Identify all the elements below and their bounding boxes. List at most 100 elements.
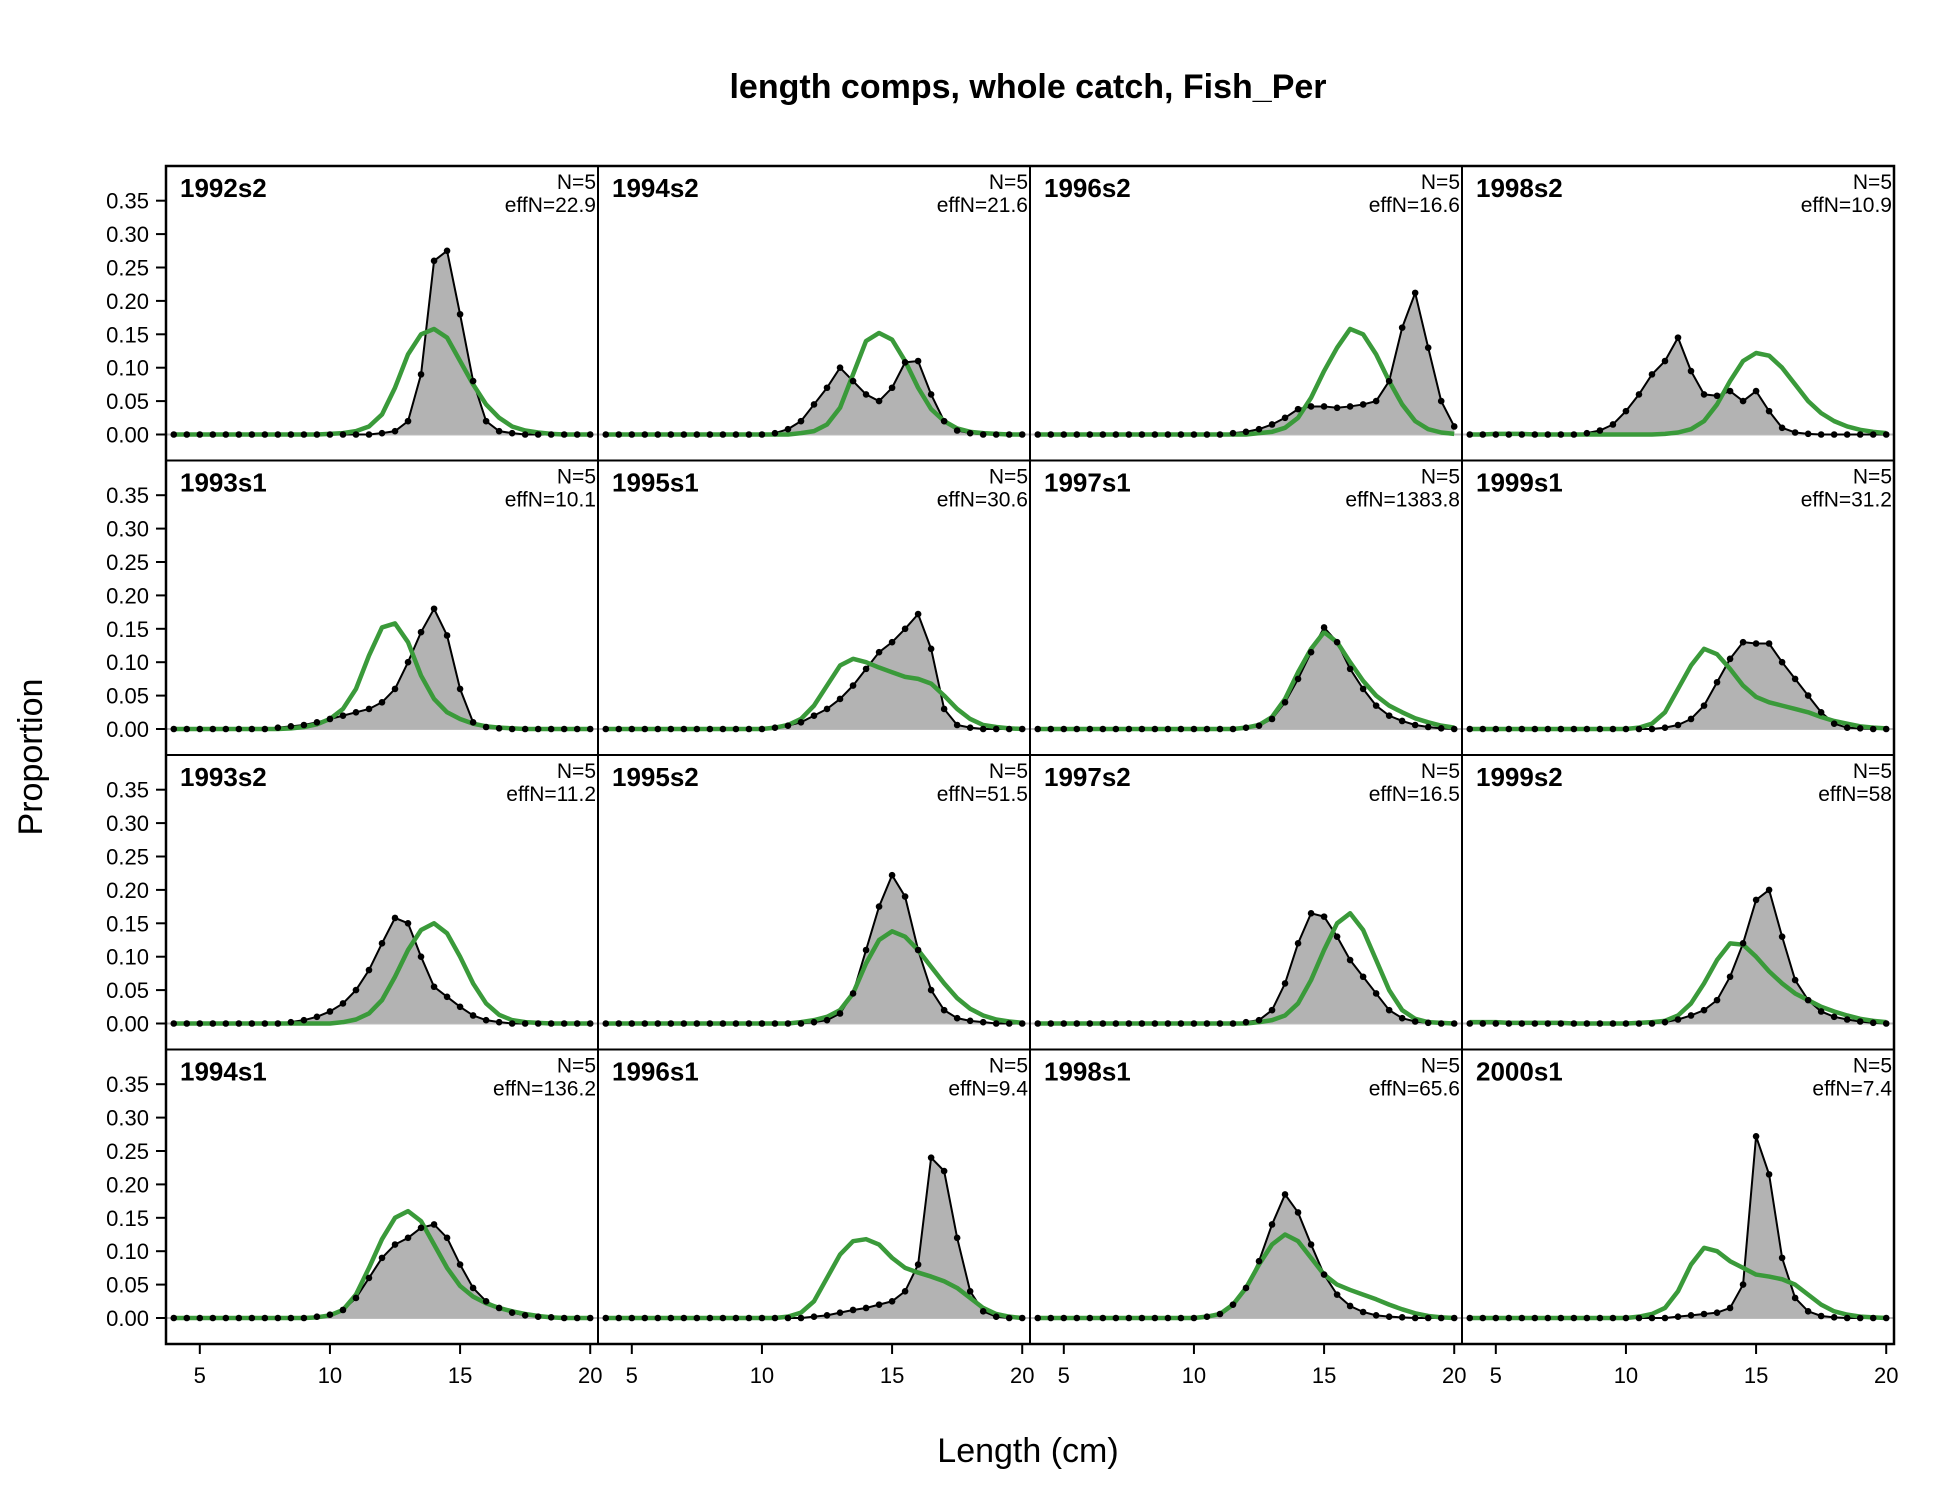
observed-area bbox=[605, 1157, 1023, 1318]
observed-point bbox=[1856, 431, 1864, 438]
expected-line bbox=[173, 1208, 591, 1321]
x-tick-label: 20 bbox=[1442, 1363, 1466, 1388]
observed-point bbox=[1713, 996, 1721, 1004]
observed-point bbox=[1622, 725, 1630, 733]
observed-point bbox=[1047, 725, 1055, 733]
observed-point bbox=[417, 628, 425, 636]
observed-point bbox=[1557, 1020, 1565, 1027]
observed-point bbox=[914, 610, 922, 618]
observed-point bbox=[1151, 725, 1159, 733]
observed-point bbox=[602, 431, 610, 438]
observed-point bbox=[1268, 1221, 1276, 1228]
observed-point bbox=[352, 1294, 360, 1302]
panel-n-label: N=5 bbox=[1421, 1055, 1460, 1078]
x-tick-label: 5 bbox=[1058, 1363, 1070, 1388]
observed-point bbox=[235, 431, 243, 438]
y-tick-label: 0.30 bbox=[106, 811, 149, 836]
observed-point bbox=[1609, 421, 1617, 428]
observed-point bbox=[1242, 1284, 1250, 1292]
panel-effn-label: effN=65.6 bbox=[1369, 1078, 1460, 1101]
observed-point bbox=[862, 665, 870, 673]
observed-point bbox=[1622, 407, 1630, 415]
observed-point bbox=[693, 1314, 701, 1322]
expected-line bbox=[1037, 911, 1455, 1026]
observed-point bbox=[836, 1010, 844, 1017]
observed-point bbox=[352, 986, 360, 994]
observed-point bbox=[1359, 685, 1367, 693]
observed-point bbox=[1843, 724, 1851, 731]
observed-point bbox=[534, 1313, 542, 1320]
observed-point bbox=[482, 1298, 490, 1305]
observed-point bbox=[1385, 377, 1393, 385]
observed-point bbox=[771, 1020, 779, 1027]
observed-point bbox=[628, 1314, 636, 1322]
observed-area bbox=[605, 614, 1023, 729]
observed-point bbox=[1398, 1014, 1406, 1022]
observed-point bbox=[693, 725, 701, 733]
observed-point bbox=[300, 721, 308, 729]
observed-point bbox=[641, 431, 649, 438]
panel-effn-label: effN=21.6 bbox=[937, 194, 1028, 217]
observed-point bbox=[560, 725, 568, 733]
observed-point bbox=[378, 429, 386, 437]
observed-point bbox=[170, 431, 178, 438]
observed-point bbox=[602, 1020, 610, 1027]
observed-point bbox=[1674, 1016, 1682, 1023]
observed-point bbox=[758, 725, 766, 733]
observed-point bbox=[1817, 1312, 1825, 1320]
panel-label: 1994s2 bbox=[612, 173, 699, 203]
observed-point bbox=[901, 893, 909, 900]
observed-point bbox=[586, 431, 594, 438]
x-tick-label: 20 bbox=[578, 1363, 602, 1388]
observed-point bbox=[196, 725, 204, 733]
observed-point bbox=[1018, 431, 1026, 438]
observed-point bbox=[1034, 431, 1042, 438]
panel-n-label: N=5 bbox=[557, 1055, 596, 1078]
observed-point bbox=[641, 1020, 649, 1027]
observed-point bbox=[1138, 1020, 1146, 1027]
observed-point bbox=[1138, 1314, 1146, 1322]
observed-point bbox=[1372, 702, 1380, 709]
observed-point bbox=[222, 1020, 230, 1027]
observed-point bbox=[680, 1314, 688, 1322]
observed-point bbox=[992, 725, 1000, 733]
observed-point bbox=[875, 1301, 883, 1308]
observed-point bbox=[1518, 431, 1526, 438]
observed-point bbox=[1817, 431, 1825, 438]
observed-point bbox=[849, 377, 857, 385]
observed-point bbox=[1320, 403, 1328, 410]
observed-point bbox=[706, 1314, 714, 1322]
observed-point bbox=[287, 431, 295, 438]
observed-point bbox=[992, 1313, 1000, 1320]
observed-point bbox=[1372, 397, 1380, 405]
panel-effn-label: effN=16.6 bbox=[1369, 194, 1460, 217]
observed-point bbox=[1596, 725, 1604, 733]
observed-point bbox=[1856, 1314, 1864, 1322]
observed-point bbox=[888, 638, 896, 646]
observed-point bbox=[547, 1314, 555, 1321]
observed-point bbox=[927, 645, 935, 653]
y-axis-title: Proportion bbox=[12, 679, 50, 836]
observed-point bbox=[1060, 1020, 1068, 1027]
panel-label: 1994s1 bbox=[180, 1057, 267, 1087]
observed-point bbox=[1570, 1020, 1578, 1027]
panel-effn-label: effN=16.5 bbox=[1369, 783, 1460, 806]
observed-point bbox=[1466, 431, 1474, 438]
observed-point bbox=[326, 1008, 334, 1015]
panel-n-label: N=5 bbox=[989, 466, 1028, 489]
observed-point bbox=[456, 1003, 464, 1011]
observed-point bbox=[417, 371, 425, 378]
observed-point bbox=[235, 1314, 243, 1322]
observed-point bbox=[209, 725, 217, 733]
observed-point bbox=[508, 1309, 516, 1316]
observed-point bbox=[667, 725, 675, 733]
observed-point bbox=[1151, 1020, 1159, 1027]
observed-point bbox=[1479, 431, 1487, 438]
panel-label: 1992s2 bbox=[180, 173, 267, 203]
observed-area bbox=[1037, 627, 1455, 729]
observed-point bbox=[1791, 429, 1799, 436]
observed-point bbox=[1294, 940, 1302, 947]
observed-point bbox=[1294, 405, 1302, 413]
panel-n-label: N=5 bbox=[1853, 171, 1892, 194]
